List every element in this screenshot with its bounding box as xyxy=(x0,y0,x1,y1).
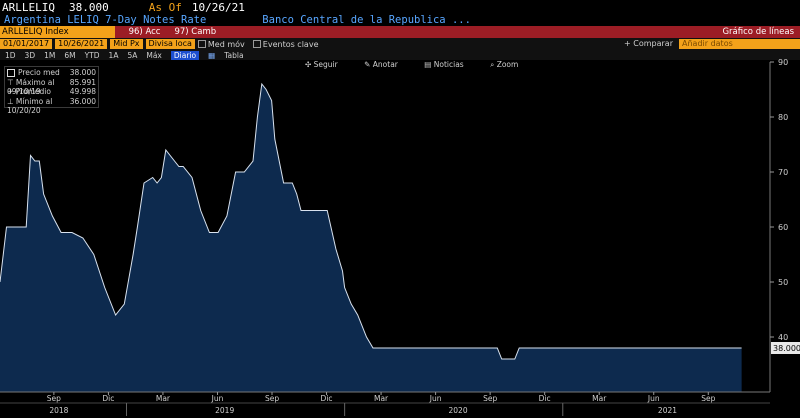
legend-avg: + Promedio 49.998 xyxy=(7,87,96,97)
table-icon[interactable]: ▦ xyxy=(208,50,216,60)
checkbox-icon xyxy=(197,40,206,48)
legend-price-value: 38.000 xyxy=(69,68,96,77)
y-tick-label: 40 xyxy=(778,333,788,342)
table-button[interactable]: Tabla xyxy=(224,50,244,60)
end-date-input[interactable]: 10/26/2021 xyxy=(55,39,108,49)
start-date-input[interactable]: 01/01/2017 xyxy=(0,39,53,49)
actions-menu[interactable]: 96) Acc xyxy=(128,27,161,37)
legend-avg-label: Promedio xyxy=(15,87,51,96)
max-marker-icon: ⊤ xyxy=(7,77,16,87)
period-1a[interactable]: 1A xyxy=(108,50,119,60)
add-data-input[interactable]: Añadir datos xyxy=(679,39,800,49)
track-tool[interactable]: ✣ Seguir xyxy=(305,60,338,69)
y-tick-label: 50 xyxy=(778,278,788,287)
legend-min-value: 36.000 xyxy=(69,96,96,106)
legend-max: ⊤ Máximo al 09/10/19 85.991 xyxy=(7,77,96,97)
year-label: 2018 xyxy=(49,406,68,415)
legend-avg-value: 49.998 xyxy=(69,87,96,96)
ticker-symbol[interactable]: ARLLELIQ xyxy=(2,0,55,14)
field-select[interactable]: Mid Px xyxy=(110,39,143,49)
x-tick-label: Mar xyxy=(592,394,607,403)
moving-average-toggle[interactable]: Med móv xyxy=(197,39,245,49)
legend-min-label: Mínimo al 10/20/20 xyxy=(7,96,53,116)
x-tick-label: Sep xyxy=(701,394,715,403)
last-value-tag xyxy=(771,342,800,354)
last-value-label: 38.000 xyxy=(773,344,800,353)
annotate-label: Anotar xyxy=(372,60,398,69)
issuer-name[interactable]: Banco Central de la Republica ... xyxy=(262,14,471,26)
period-1m[interactable]: 1M xyxy=(44,50,56,60)
x-tick-label: Sep xyxy=(47,394,61,403)
checkbox-icon xyxy=(252,40,261,48)
news-tool[interactable]: ▤ Noticias xyxy=(424,60,464,69)
period-6m[interactable]: 6M xyxy=(64,50,76,60)
currency-select[interactable]: Divisa loca xyxy=(145,39,195,49)
legend-price: Precio med 38.000 xyxy=(7,68,96,78)
key-events-label: Eventos clave xyxy=(262,39,319,49)
zoom-tool[interactable]: ⌕ Zoom xyxy=(490,60,519,69)
period-5a[interactable]: 5A xyxy=(127,50,138,60)
min-marker-icon: ⊥ xyxy=(7,96,16,106)
function-menu-bar: ARLLELIQ Index 96) Acc 97) Camb Gráfico … xyxy=(0,26,800,38)
x-tick-label: Sep xyxy=(483,394,497,403)
price-line xyxy=(0,82,742,360)
moving-average-label: Med móv xyxy=(207,39,245,49)
y-tick-label: 70 xyxy=(778,168,788,177)
x-tick-label: Mar xyxy=(156,394,171,403)
x-tick-label: Jun xyxy=(211,394,224,403)
avg-marker-icon: + xyxy=(7,87,16,96)
news-label: Noticias xyxy=(433,60,464,69)
legend-min: ⊥ Mínimo al 10/20/20 36.000 xyxy=(7,96,96,116)
legend-max-label: Máximo al 09/10/19 xyxy=(7,77,55,97)
legend-price-label: Precio med xyxy=(18,68,60,77)
chart-toolbar: ✣ Seguir ✎ Anotar ▤ Noticias ⌕ Zoom xyxy=(305,60,542,70)
period-ytd[interactable]: YTD xyxy=(84,50,100,60)
legend-max-value: 85.991 xyxy=(69,77,96,87)
zoom-label: Zoom xyxy=(496,60,519,69)
year-label: 2019 xyxy=(215,406,234,415)
x-tick-label: Dic xyxy=(539,394,551,403)
compare-button[interactable]: + Comparar xyxy=(624,39,673,48)
x-tick-label: Dic xyxy=(102,394,114,403)
y-tick-label: 80 xyxy=(778,113,788,122)
security-header: ARLLELIQ 38.000 As Of 10/26/21 xyxy=(0,0,800,14)
annotate-tool[interactable]: ✎ Anotar xyxy=(364,60,398,69)
change-menu[interactable]: 97) Camb xyxy=(174,27,217,37)
year-label: 2020 xyxy=(449,406,468,415)
last-price: 38.000 xyxy=(68,0,109,14)
period-bar: 1D 3D 1M 6M YTD 1A 5A Máx Diario ▦ Tabla xyxy=(0,50,800,60)
chart-controls-bar: 01/01/2017 10/26/2021 Mid Px Divisa loca… xyxy=(0,38,800,50)
frequency-select[interactable]: Diario xyxy=(170,50,200,60)
chart-type-title: Gráfico de líneas xyxy=(722,27,794,37)
period-max[interactable]: Máx xyxy=(146,50,162,60)
x-tick-label: Jun xyxy=(429,394,442,403)
as-of-date: 10/26/21 xyxy=(191,0,245,14)
chart-legend: Precio med 38.000 ⊤ Máximo al 09/10/19 85.… xyxy=(4,66,99,116)
legend-swatch[interactable] xyxy=(7,69,15,77)
security-description-bar: Argentina LELIQ 7-Day Notes Rate Banco C… xyxy=(0,14,800,26)
key-events-toggle[interactable]: Eventos clave xyxy=(252,39,319,49)
price-area xyxy=(0,84,742,392)
x-tick-label: Dic xyxy=(321,394,333,403)
track-label: Seguir xyxy=(313,60,338,69)
period-3d[interactable]: 3D xyxy=(24,50,36,60)
index-field[interactable]: ARLLELIQ Index xyxy=(0,26,115,38)
year-label: 2021 xyxy=(658,406,677,415)
as-of-label: As Of xyxy=(148,0,182,14)
x-tick-label: Sep xyxy=(265,394,279,403)
x-tick-label: Mar xyxy=(374,394,389,403)
period-1d[interactable]: 1D xyxy=(5,50,16,60)
y-tick-label: 60 xyxy=(778,223,788,232)
x-tick-label: Jun xyxy=(647,394,660,403)
security-description: Argentina LELIQ 7-Day Notes Rate xyxy=(4,14,207,26)
